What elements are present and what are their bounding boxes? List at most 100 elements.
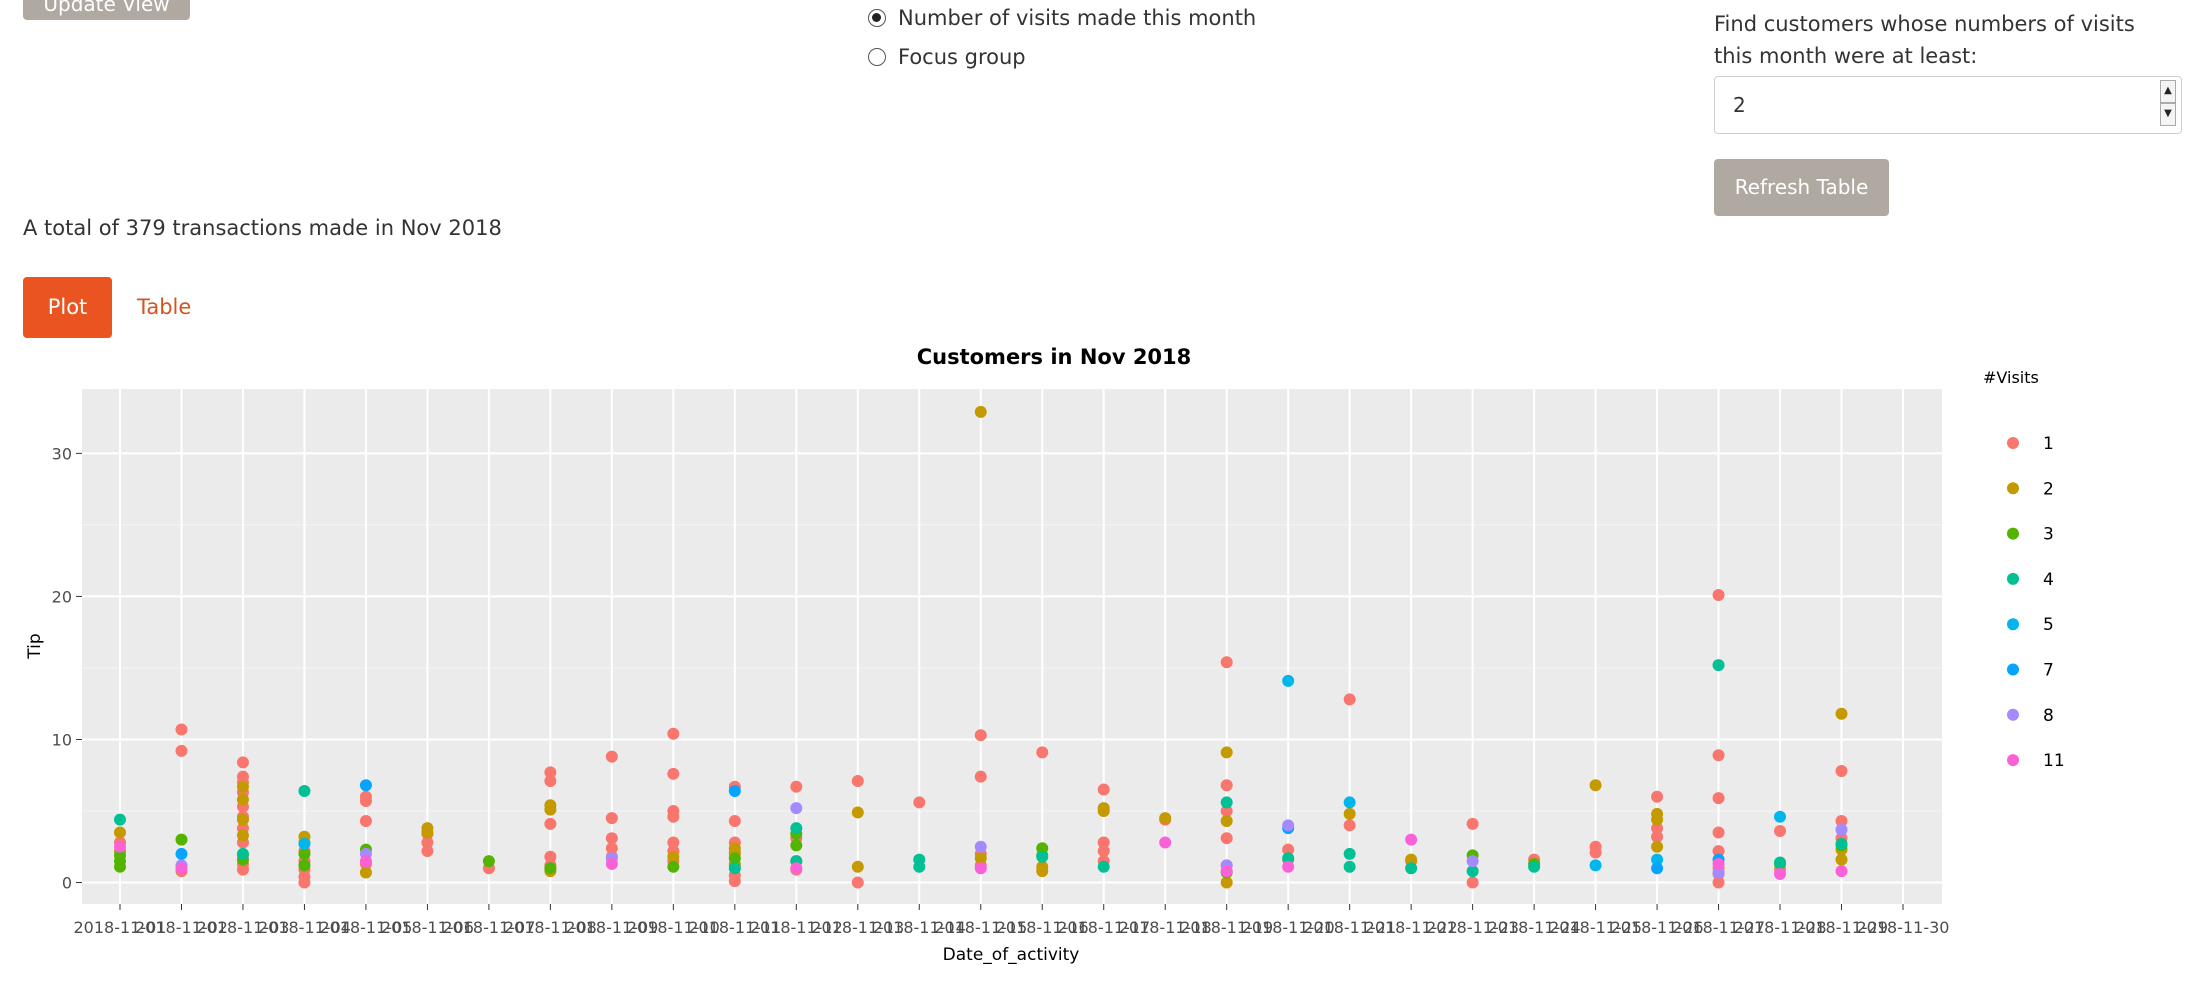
data-point-visits-7 (728, 784, 741, 797)
data-point-visits-4 (1712, 659, 1725, 672)
data-point-visits-7 (359, 779, 372, 792)
legend-label-4: 4 (2043, 570, 2054, 590)
data-point-visits-1 (1097, 845, 1110, 858)
data-point-visits-2 (1589, 779, 1602, 792)
data-point-visits-3 (790, 839, 803, 852)
x-tick-label: 2018-11-18 (1119, 918, 1212, 937)
spinner-up-icon[interactable]: ▲ (2160, 80, 2176, 103)
radio-option-visits[interactable]: Number of visits made this month (868, 6, 1256, 30)
data-point-visits-8 (1466, 855, 1479, 868)
radio-option-focus-group[interactable]: Focus group (868, 45, 1026, 69)
data-point-visits-1 (728, 815, 741, 828)
x-tick-label: 2018-11-12 (750, 918, 843, 937)
y-tick-label: 10 (52, 730, 72, 749)
x-tick-label: 2018-11-24 (1488, 918, 1581, 937)
data-point-visits-1 (544, 817, 557, 830)
data-point-visits-8 (1282, 819, 1295, 832)
data-point-visits-1 (544, 766, 557, 779)
data-point-visits-1 (1712, 792, 1725, 805)
tab-table[interactable]: Table (137, 295, 192, 319)
data-point-visits-11 (605, 857, 618, 870)
data-point-visits-11 (1774, 867, 1787, 880)
data-point-visits-1 (1774, 825, 1787, 838)
data-point-visits-1 (1589, 846, 1602, 859)
x-tick-label: 2018-11-14 (873, 918, 966, 937)
data-point-visits-2 (1651, 813, 1664, 826)
legend-key-4 (2007, 572, 2019, 585)
number-spinner[interactable]: ▲ ▼ (2160, 80, 2176, 128)
update-view-button[interactable]: Update View (23, 0, 190, 20)
x-tick-label: 2018-11-15 (934, 918, 1027, 937)
radio-label-visits: Number of visits made this month (898, 6, 1257, 30)
data-point-visits-1 (1712, 845, 1725, 858)
data-point-visits-2 (1220, 746, 1233, 759)
min-visits-label: Find customers whose numbers of visits t… (1714, 12, 2135, 68)
data-point-visits-1 (605, 812, 618, 825)
x-tick-label: 2018-11-06 (381, 918, 474, 937)
legend-key-7 (2007, 663, 2019, 676)
legend-label-2: 2 (2043, 479, 2054, 499)
data-point-visits-5 (298, 837, 311, 850)
x-tick-label: 2018-11-16 (996, 918, 1089, 937)
data-point-visits-1 (175, 744, 188, 757)
legend-key-8 (2007, 708, 2019, 721)
data-point-visits-4 (1220, 796, 1233, 809)
data-point-visits-4 (790, 822, 803, 835)
min-visits-input[interactable] (1714, 76, 2182, 134)
data-point-visits-1 (913, 796, 926, 809)
data-point-visits-1 (1343, 693, 1356, 706)
data-point-visits-2 (1220, 815, 1233, 828)
y-axis: 0 10 20 30 (52, 444, 82, 893)
x-tick-label: 2018-11-23 (1426, 918, 1519, 937)
data-point-visits-2 (114, 826, 126, 839)
x-tick-label: 2018-11-26 (1611, 918, 1704, 937)
legend: 1 2 3 4 5 7 8 11 (2007, 434, 2065, 771)
data-point-visits-2 (1835, 853, 1848, 866)
radio-unchecked-icon[interactable] (868, 48, 886, 66)
tab-plot[interactable]: Plot (23, 277, 112, 338)
data-point-visits-3 (482, 855, 495, 868)
data-point-visits-4 (298, 784, 311, 797)
scatter-plot: Customers in Nov 2018 0 10 20 30 2018-11-01… (25, 345, 2065, 965)
spinner-down-icon[interactable]: ▼ (2160, 103, 2176, 126)
data-point-visits-1 (421, 845, 434, 858)
data-point-visits-1 (1712, 826, 1725, 839)
data-point-visits-11 (1220, 865, 1233, 878)
radio-label-focus-group: Focus group (898, 45, 1026, 69)
data-point-visits-4 (1528, 860, 1541, 873)
data-point-visits-4 (1036, 850, 1049, 863)
legend-label-11: 11 (2043, 751, 2065, 771)
data-point-visits-4 (1097, 860, 1110, 873)
data-point-visits-1 (974, 729, 987, 742)
legend-key-2 (2007, 482, 2019, 495)
data-point-visits-2 (236, 793, 249, 806)
transaction-summary: A total of 379 transactions made in Nov … (23, 216, 502, 240)
radio-checked-icon[interactable] (868, 9, 886, 27)
y-tick-label: 30 (52, 444, 72, 463)
legend-label-8: 8 (2043, 706, 2054, 726)
data-point-visits-1 (605, 832, 618, 845)
data-point-visits-7 (1651, 862, 1664, 875)
x-tick-label: 2018-11-27 (1672, 918, 1765, 937)
data-point-visits-2 (236, 780, 249, 793)
x-tick-label: 2018-11-28 (1734, 918, 1827, 937)
data-point-visits-1 (1712, 749, 1725, 762)
data-point-visits-11 (1405, 833, 1418, 846)
refresh-table-button[interactable]: Refresh Table (1714, 159, 1889, 216)
data-point-visits-2 (421, 826, 434, 839)
data-point-visits-2 (974, 852, 987, 865)
data-point-visits-2 (1159, 812, 1172, 825)
x-tick-label: 2018-11-20 (1242, 918, 1335, 937)
x-tick-label: 2018-11-17 (1057, 918, 1150, 937)
data-point-visits-11 (1712, 857, 1725, 870)
data-point-visits-1 (544, 850, 557, 863)
data-point-visits-1 (1712, 589, 1725, 601)
data-point-visits-4 (1282, 852, 1295, 865)
x-tick-label: 2018-11-22 (1365, 918, 1458, 937)
x-tick-label: 2018-11-21 (1303, 918, 1396, 937)
data-point-visits-4 (236, 847, 249, 860)
data-point-visits-8 (974, 840, 987, 853)
data-point-visits-11 (1159, 836, 1172, 849)
data-point-visits-5 (1282, 674, 1295, 687)
data-point-visits-4 (1466, 865, 1479, 878)
